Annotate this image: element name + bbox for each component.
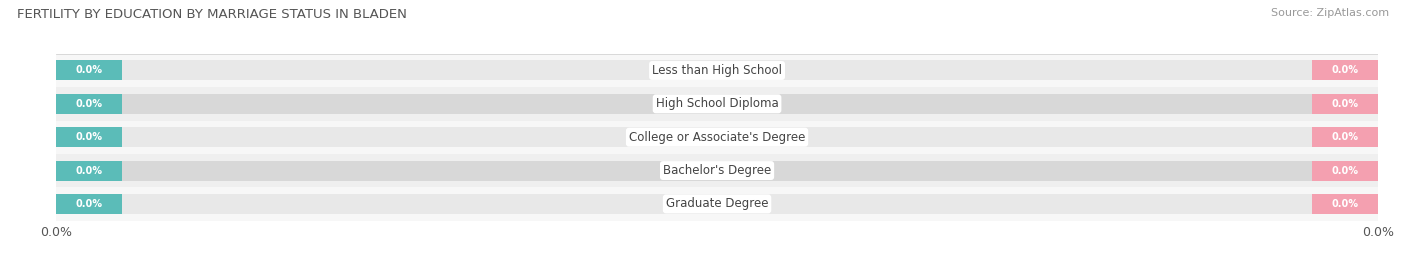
- Bar: [1312, 127, 1378, 147]
- Text: Bachelor's Degree: Bachelor's Degree: [664, 164, 770, 177]
- Bar: [56, 194, 1378, 214]
- Bar: [56, 187, 1378, 221]
- Bar: [56, 94, 1378, 114]
- Text: 0.0%: 0.0%: [76, 132, 103, 142]
- Text: Graduate Degree: Graduate Degree: [666, 197, 768, 210]
- Text: 0.0%: 0.0%: [1331, 132, 1358, 142]
- Text: FERTILITY BY EDUCATION BY MARRIAGE STATUS IN BLADEN: FERTILITY BY EDUCATION BY MARRIAGE STATU…: [17, 8, 406, 21]
- Bar: [56, 61, 122, 80]
- Bar: [56, 194, 122, 214]
- Text: Source: ZipAtlas.com: Source: ZipAtlas.com: [1271, 8, 1389, 18]
- Bar: [1312, 61, 1378, 80]
- Text: 0.0%: 0.0%: [76, 99, 103, 109]
- Bar: [56, 121, 1378, 154]
- Bar: [56, 154, 1378, 187]
- Text: 0.0%: 0.0%: [76, 65, 103, 76]
- Text: 0.0%: 0.0%: [1331, 199, 1358, 209]
- Text: 0.0%: 0.0%: [76, 199, 103, 209]
- Bar: [56, 127, 1378, 147]
- Bar: [56, 61, 1378, 80]
- Text: 0.0%: 0.0%: [1331, 165, 1358, 176]
- Bar: [1312, 94, 1378, 114]
- Text: High School Diploma: High School Diploma: [655, 97, 779, 110]
- Text: 0.0%: 0.0%: [76, 165, 103, 176]
- Text: Less than High School: Less than High School: [652, 64, 782, 77]
- Text: 0.0%: 0.0%: [1331, 99, 1358, 109]
- Bar: [56, 161, 122, 180]
- Bar: [1312, 194, 1378, 214]
- Bar: [56, 87, 1378, 121]
- Text: College or Associate's Degree: College or Associate's Degree: [628, 131, 806, 144]
- Text: 0.0%: 0.0%: [1331, 65, 1358, 76]
- Bar: [56, 127, 122, 147]
- Bar: [1312, 161, 1378, 180]
- Bar: [56, 161, 1378, 180]
- Bar: [56, 94, 122, 114]
- Bar: [56, 54, 1378, 87]
